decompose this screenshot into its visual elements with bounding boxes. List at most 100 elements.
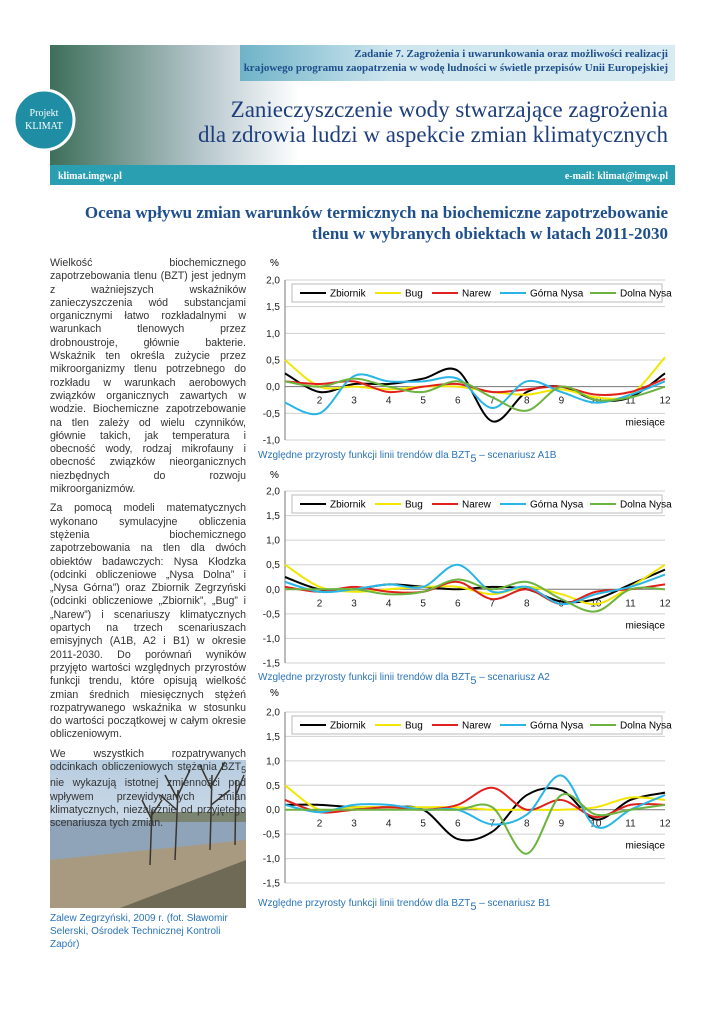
- article-heading: tlenu w wybranych obiektach w latach 201…: [312, 224, 668, 243]
- header-title: Zanieczyszczenie wody stwarzające zagroż…: [231, 97, 668, 122]
- x-tick-label: 4: [386, 598, 392, 609]
- x-tick-label: 11: [625, 819, 636, 830]
- x-axis-label: miesiące: [626, 620, 666, 631]
- chart-caption: Względne przyrosty funkcji linii trendów…: [258, 672, 550, 687]
- legend-label: Górna Nysa: [530, 289, 584, 300]
- header-strip: [50, 165, 675, 185]
- x-tick-label: 12: [659, 396, 671, 407]
- caption-text: Względne przyrosty funkcji linii trendów…: [258, 672, 470, 683]
- header-task: Zadanie 7. Zagrożenia i uwarunkowania or…: [354, 48, 668, 60]
- logo: [12, 88, 76, 152]
- legend-label: Górna Nysa: [530, 500, 584, 511]
- y-tick-label: 2,0: [266, 708, 280, 719]
- caption-text: – scenariusz A2: [476, 672, 550, 683]
- x-tick-label: 9: [559, 396, 565, 407]
- x-tick-label: 2: [317, 598, 323, 609]
- x-tick-label: 6: [455, 598, 461, 609]
- legend-label: Dolna Nysa: [620, 721, 672, 732]
- subscript: 5: [241, 765, 246, 776]
- x-tick-label: 8: [524, 819, 530, 830]
- y-tick-label: 1,5: [266, 302, 280, 313]
- x-tick-label: 11: [625, 396, 636, 407]
- y-axis-label: %: [270, 258, 279, 269]
- chart: %-1,5-1,0-0,50,00,51,01,52,02 3 4 5 6 7 8 9 10 11…: [258, 470, 672, 687]
- x-tick-label: 11: [625, 598, 636, 609]
- x-axis-label: miesiące: [626, 841, 666, 852]
- y-tick-label: -1,0: [263, 854, 281, 865]
- y-tick-label: 0,5: [266, 560, 280, 571]
- y-tick-label: 0,5: [266, 781, 280, 792]
- y-tick-label: -1,0: [263, 634, 281, 645]
- text: We wszystkich rozpatrywanych odcinkach o…: [50, 747, 246, 773]
- caption-subscript: 5: [470, 453, 476, 465]
- x-tick-label: 4: [386, 396, 392, 407]
- caption-text: Względne przyrosty funkcji linii trendów…: [258, 450, 470, 461]
- series-line: [284, 377, 666, 412]
- legend-label: Górna Nysa: [530, 721, 584, 732]
- series-line: [284, 784, 666, 812]
- x-tick-label: 3: [351, 598, 357, 609]
- email: e-mail: klimat@imgw.pl: [565, 171, 668, 182]
- legend-label: Dolna Nysa: [620, 289, 672, 300]
- logo-text: KLIMAT: [25, 121, 63, 132]
- y-tick-label: -0,5: [263, 830, 281, 841]
- legend-label: Zbiornik: [330, 500, 367, 511]
- paragraph: Za pomocą modeli matematycznych wykonano…: [50, 502, 246, 741]
- caption-text: Względne przyrosty funkcji linii trendów…: [258, 898, 470, 909]
- x-tick-label: 12: [659, 598, 671, 609]
- y-tick-label: 2,0: [266, 276, 280, 287]
- legend-label: Bug: [405, 289, 423, 300]
- legend-label: Narew: [462, 500, 492, 511]
- x-tick-label: 7: [489, 598, 495, 609]
- y-tick-label: 0,5: [266, 356, 280, 367]
- series-line: [285, 792, 666, 855]
- y-tick-label: -1,0: [263, 436, 281, 447]
- x-tick-label: 7: [489, 396, 495, 407]
- series-line: [284, 580, 666, 606]
- paragraph: We wszystkich rozpatrywanych odcinkach o…: [50, 748, 246, 831]
- caption-subscript: 5: [470, 901, 476, 913]
- x-axis-label: miesiące: [626, 418, 666, 429]
- y-tick-label: 1,0: [266, 756, 280, 767]
- chart: % -1,0 -0,5 0,0 0,5 1,0 1,5 2,0 2 3 4 5 6 7 8 9 10 11 12 mi…: [258, 258, 672, 465]
- legend-label: Zbiornik: [330, 289, 367, 300]
- header-task: krajowego programu zaopatrzenia w wodę l…: [244, 62, 668, 74]
- series-line: [284, 356, 666, 400]
- y-tick-label: 1,0: [266, 536, 280, 547]
- series-line: [284, 774, 666, 829]
- header-task-band: [240, 45, 675, 81]
- x-tick-label: 4: [386, 819, 392, 830]
- header-title: dla zdrowia ludzi w aspekcie zmian klima…: [198, 122, 669, 147]
- chart: %-1,5-1,0-0,50,00,51,01,52,02 3 4 5 6 7 8 9 10 11…: [258, 688, 672, 913]
- caption-subscript: 5: [470, 675, 476, 687]
- chart-caption: Względne przyrosty funkcji linii trendów…: [258, 450, 557, 465]
- x-tick-label: 10: [590, 819, 602, 830]
- series-line: [284, 568, 666, 604]
- x-tick-label: 8: [524, 598, 530, 609]
- x-tick-label: 12: [659, 819, 671, 830]
- legend-label: Narew: [462, 721, 492, 732]
- y-axis-label: %: [270, 470, 279, 481]
- x-tick-label: 5: [420, 598, 426, 609]
- y-tick-label: 1,5: [266, 511, 280, 522]
- x-tick-label: 3: [351, 396, 357, 407]
- series-line: [284, 786, 666, 819]
- legend-label: Zbiornik: [330, 721, 367, 732]
- y-tick-label: -1,5: [263, 659, 281, 670]
- x-tick-label: 3: [351, 819, 357, 830]
- series-line: [285, 578, 666, 613]
- y-tick-label: 0,0: [266, 805, 280, 816]
- logo-text: Projekt: [30, 108, 59, 119]
- legend-label: Narew: [462, 289, 492, 300]
- photo-caption: Zalew Zegrzyński, 2009 r. (fot. Sławomir…: [50, 913, 228, 950]
- y-tick-label: 2,0: [266, 487, 280, 498]
- y-tick-label: 1,5: [266, 732, 280, 743]
- y-axis-label: %: [270, 688, 279, 699]
- legend-label: Bug: [405, 500, 423, 511]
- y-tick-label: -0,5: [263, 609, 281, 620]
- y-tick-label: -1,5: [263, 879, 281, 890]
- paragraph: Wielkość biochemicznego zapotrzebowania …: [50, 257, 246, 496]
- legend-label: Bug: [405, 721, 423, 732]
